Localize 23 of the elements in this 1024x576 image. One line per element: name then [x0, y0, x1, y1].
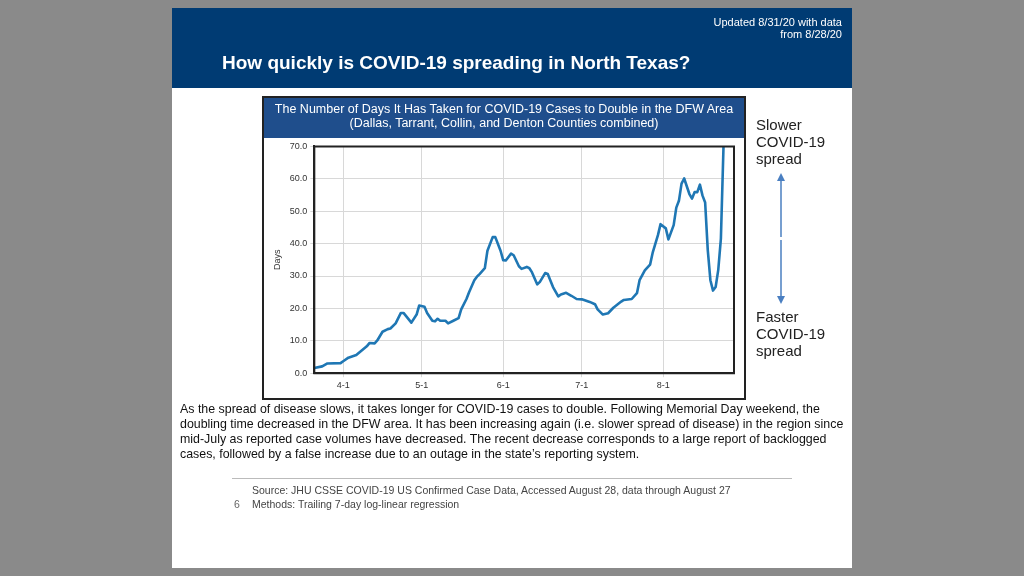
y-tick-label: 60.0 [289, 173, 308, 184]
x-tick-label: 5-1 [415, 380, 429, 391]
chart-title: How quickly is COVID-19 spreading in North Texas? [222, 52, 691, 74]
chart-subtitle: The Number of Days It Has Taken for COVID-19 Cases to Double in the DFW Area (Dallas, Tarrant, Collin, and Denton Counties combined) [264, 98, 744, 138]
y-tick-label: 70.0 [289, 140, 308, 151]
y-tick-label: 10.0 [289, 335, 308, 346]
y-axis-title: Days [271, 249, 282, 271]
text: As the spread of disease slows, it takes longer for COVID-19 cases to double. Following Memorial Day weekend, the doubling time decreased in the DFW area. It has been increasing again (i.e. slower spread of disease) in the region since mid-July as reported case volumes have decreased. The recent decrease corresponds to a large report of backlogged cases, followed by a false increase due to an outage in the state’s reporting system. [180, 402, 845, 462]
x-tick-label: 4-1 [336, 380, 350, 391]
y-tick-label: 0.0 [294, 367, 308, 378]
y-tick-label: 50.0 [289, 205, 308, 216]
y-tick-label: 40.0 [289, 238, 308, 249]
text: Slower COVID-19 spread [756, 116, 827, 167]
x-tick-label: 7-1 [575, 380, 589, 391]
text: Methods: Trailing 7-day log-linear regression [252, 498, 460, 510]
y-tick-label: 30.0 [289, 270, 308, 281]
text: 6 [234, 498, 240, 510]
y-tick-label: 20.0 [289, 302, 308, 313]
text: Faster COVID-19 spread [756, 308, 827, 359]
x-tick-label: 8-1 [656, 380, 670, 391]
text: Updated 8/31/20 with data from 8/28/20 [712, 16, 842, 40]
source-note: Source: JHU CSSE COVID-19 US Confirmed Case Data, Accessed August 28, data through August 27 [252, 484, 731, 496]
x-tick-label: 6-1 [496, 380, 510, 391]
